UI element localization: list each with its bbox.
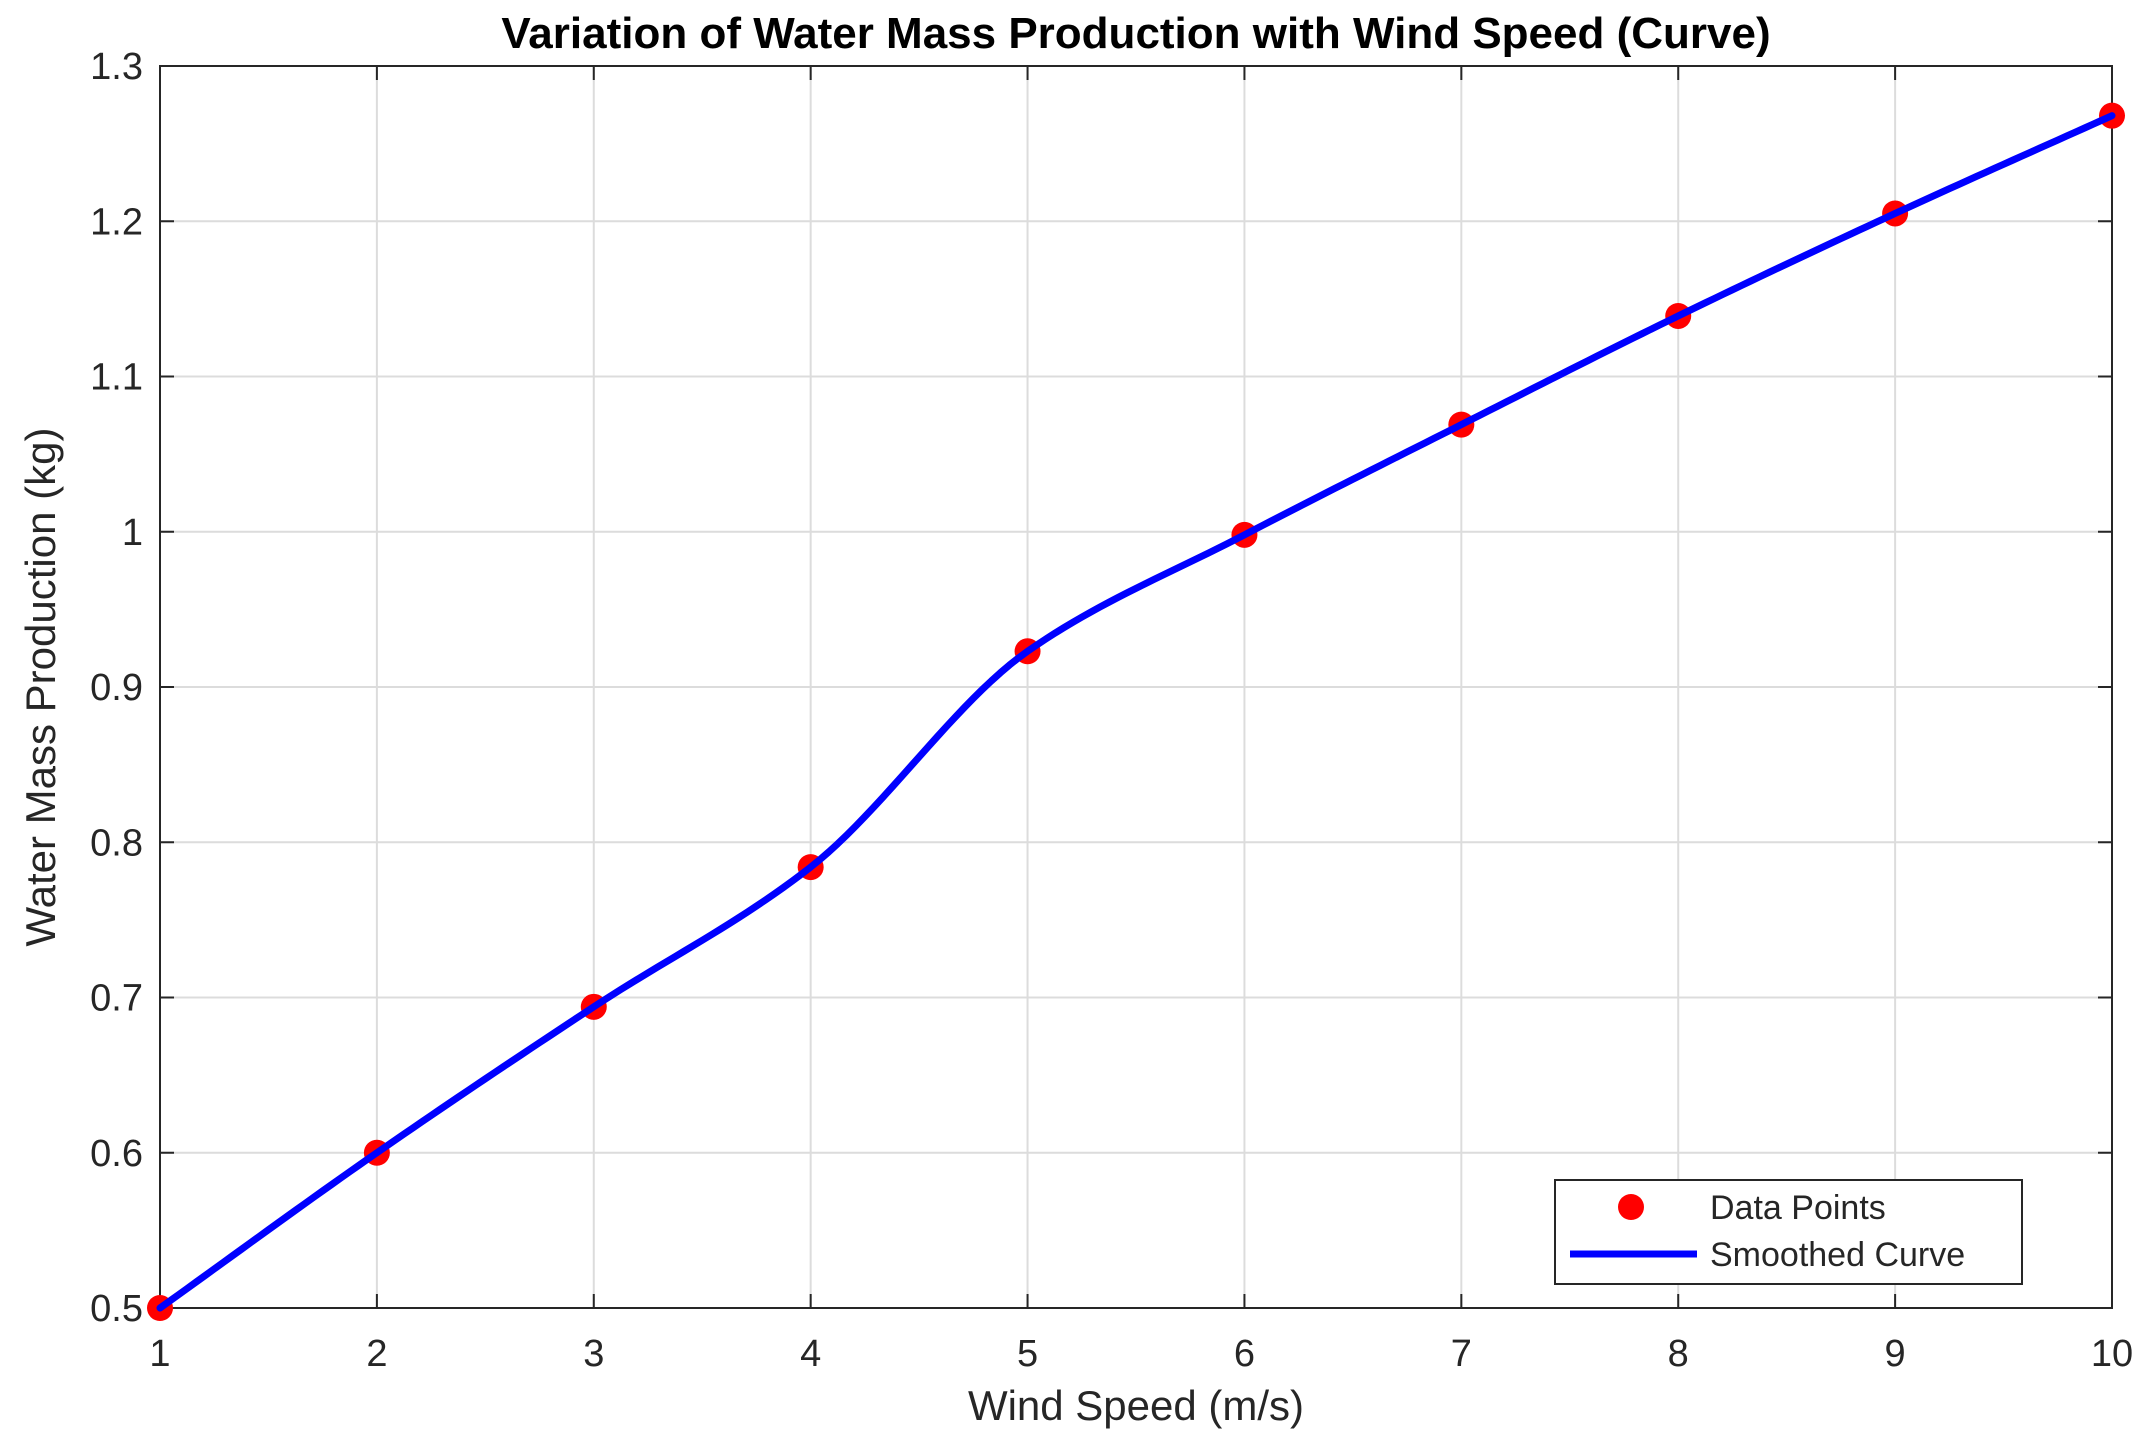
y-tick-label: 0.9 xyxy=(90,667,143,709)
x-tick-label: 9 xyxy=(1885,1333,1906,1375)
y-tick-label: 1.3 xyxy=(90,46,143,88)
y-tick-label: 1 xyxy=(122,512,143,554)
y-tick-labels: 0.5 0.6 0.7 0.8 0.9 1 1.1 1.2 1.3 xyxy=(90,46,143,1330)
x-tick-label: 1 xyxy=(149,1333,170,1375)
x-tick-label: 5 xyxy=(1017,1333,1038,1375)
x-axis-label: Wind Speed (m/s) xyxy=(968,1382,1304,1429)
legend: Data Points Smoothed Curve xyxy=(1554,1179,2023,1285)
x-tick-label: 8 xyxy=(1668,1333,1689,1375)
x-tick-label: 10 xyxy=(2091,1333,2133,1375)
series-layer xyxy=(147,102,2125,1321)
y-tick-label: 0.6 xyxy=(90,1133,143,1175)
grid xyxy=(160,66,2112,1308)
y-tick-label: 1.2 xyxy=(90,201,143,243)
y-tick-label: 0.8 xyxy=(90,822,143,864)
x-tick-label: 4 xyxy=(800,1333,821,1375)
x-tick-label: 7 xyxy=(1451,1333,1472,1375)
axis-ticks xyxy=(159,65,2113,1309)
x-tick-label: 3 xyxy=(583,1333,604,1375)
y-tick-label: 0.5 xyxy=(90,1288,143,1330)
y-tick-label: 0.7 xyxy=(90,978,143,1020)
legend-label-data-points: Data Points xyxy=(1710,1189,1886,1227)
chart-title: Variation of Water Mass Production with … xyxy=(501,9,1770,58)
y-axis-label: Water Mass Production (kg) xyxy=(17,428,64,947)
smoothed-curve-line xyxy=(156,112,2116,1312)
x-tick-labels: 1 2 3 4 5 6 7 8 9 10 xyxy=(149,1333,2133,1375)
x-tick-label: 6 xyxy=(1234,1333,1255,1375)
legend-label-smoothed-curve: Smoothed Curve xyxy=(1710,1236,1965,1274)
legend-marker-data-points xyxy=(1618,1194,1644,1220)
x-tick-label: 2 xyxy=(366,1333,387,1375)
y-tick-label: 1.1 xyxy=(90,357,143,399)
